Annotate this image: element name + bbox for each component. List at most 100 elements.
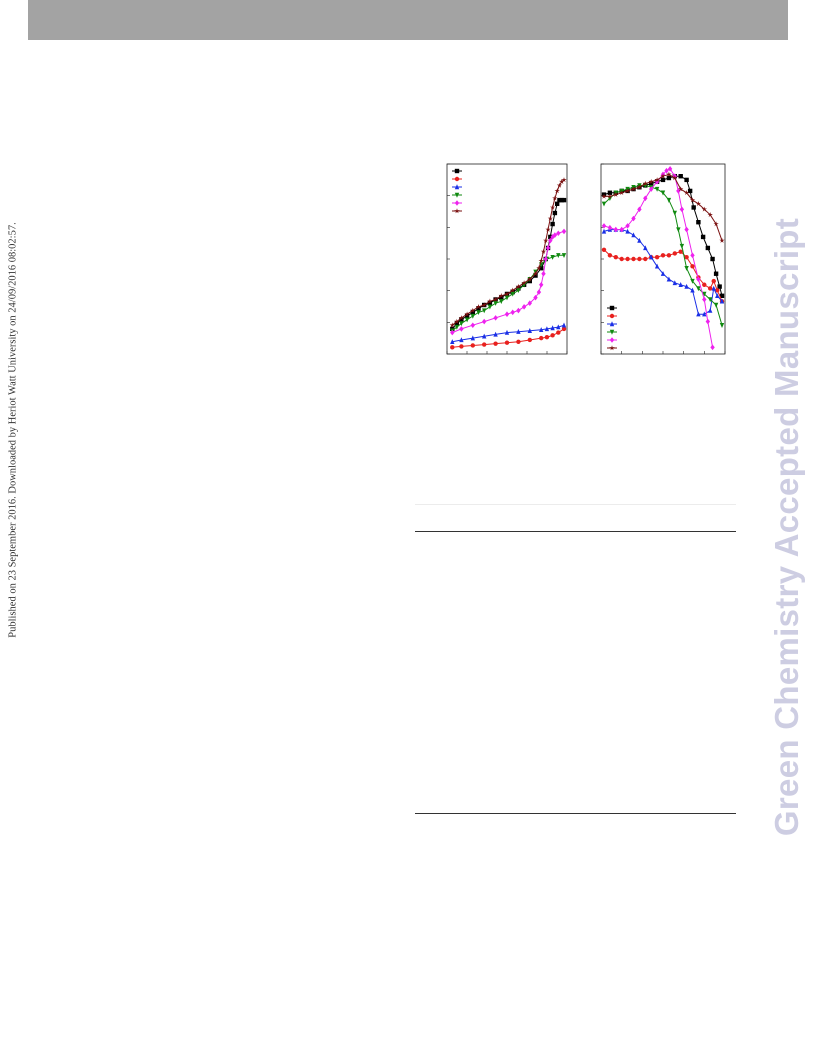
legend-marker-3 <box>609 321 615 327</box>
data-point <box>450 329 455 336</box>
data-point <box>619 256 624 262</box>
series-line-3 <box>603 229 723 315</box>
data-point <box>607 190 613 195</box>
data-point <box>719 323 725 328</box>
data-point <box>476 306 481 311</box>
data-point <box>549 204 556 210</box>
data-point <box>470 322 475 329</box>
data-point <box>630 186 637 192</box>
data-point <box>613 254 618 260</box>
data-point <box>601 223 607 229</box>
data-point <box>654 254 660 260</box>
series-line-5 <box>603 168 714 348</box>
data-point <box>679 243 685 249</box>
data-point <box>672 210 677 216</box>
data-point <box>672 280 677 286</box>
data-point <box>695 201 702 207</box>
data-point <box>470 343 475 348</box>
data-point <box>550 221 555 227</box>
table-bottom-rule <box>415 813 736 814</box>
data-point <box>708 307 713 313</box>
data-point <box>702 296 707 303</box>
data-point <box>482 333 487 339</box>
data-point <box>666 276 672 282</box>
data-point <box>554 201 560 206</box>
data-point <box>701 206 707 212</box>
data-point <box>556 182 563 188</box>
data-point <box>476 310 481 316</box>
data-point <box>527 276 533 282</box>
data-point <box>556 330 561 335</box>
data-point <box>539 327 544 333</box>
chart-panel-2 <box>600 163 726 355</box>
watermark-text: Green Chemistry Accepted Manuscript <box>768 217 805 837</box>
data-point <box>679 206 685 213</box>
legend-marker-2 <box>609 313 615 319</box>
data-point <box>540 248 547 254</box>
data-point <box>672 175 678 181</box>
data-point <box>666 253 672 258</box>
series-line-1 <box>451 199 564 330</box>
data-point <box>561 326 567 332</box>
data-point <box>556 324 561 330</box>
data-point <box>516 288 521 293</box>
data-point <box>696 276 701 283</box>
data-point <box>510 309 515 316</box>
data-point <box>684 226 689 233</box>
data-point <box>550 333 555 338</box>
data-point <box>493 331 498 337</box>
data-point <box>625 256 630 262</box>
data-point <box>696 220 701 225</box>
data-point <box>710 344 715 351</box>
data-point <box>719 298 725 304</box>
data-point <box>678 174 683 179</box>
data-point <box>541 270 546 277</box>
data-point <box>649 181 654 186</box>
data-point <box>539 266 544 271</box>
data-point <box>454 324 460 330</box>
data-point <box>459 321 464 327</box>
data-point <box>459 317 464 322</box>
data-point <box>557 197 562 203</box>
data-point <box>493 300 498 306</box>
data-point <box>516 339 521 344</box>
data-point <box>690 264 695 269</box>
data-point <box>684 283 689 289</box>
data-point <box>544 326 550 332</box>
data-point <box>713 302 719 308</box>
data-point <box>538 258 544 264</box>
legend-marker-5 <box>609 337 615 343</box>
data-point <box>601 228 607 234</box>
data-point <box>715 288 720 293</box>
data-point <box>643 256 648 262</box>
data-point <box>631 232 636 238</box>
data-point <box>504 340 510 345</box>
data-point <box>504 311 510 317</box>
data-point <box>539 335 544 341</box>
data-point <box>601 193 607 199</box>
data-point <box>487 300 493 306</box>
data-point <box>521 304 527 310</box>
data-point <box>619 190 625 195</box>
plot-frame <box>446 163 568 355</box>
legend-marker-4 <box>609 329 615 335</box>
data-point <box>631 215 636 222</box>
data-point <box>464 317 470 323</box>
data-point <box>533 273 538 278</box>
data-point <box>700 234 706 240</box>
data-point <box>613 191 619 197</box>
data-point <box>515 283 522 289</box>
data-point <box>527 337 532 343</box>
data-point <box>607 253 613 258</box>
data-point <box>464 311 470 317</box>
data-point <box>607 193 613 199</box>
data-point <box>705 245 711 251</box>
data-point <box>532 270 539 276</box>
data-point <box>504 295 510 301</box>
data-point <box>504 291 510 297</box>
data-point <box>554 188 560 194</box>
data-point <box>552 195 558 201</box>
section-divider-faint <box>415 504 736 505</box>
data-point <box>533 294 538 301</box>
data-point <box>666 171 672 177</box>
